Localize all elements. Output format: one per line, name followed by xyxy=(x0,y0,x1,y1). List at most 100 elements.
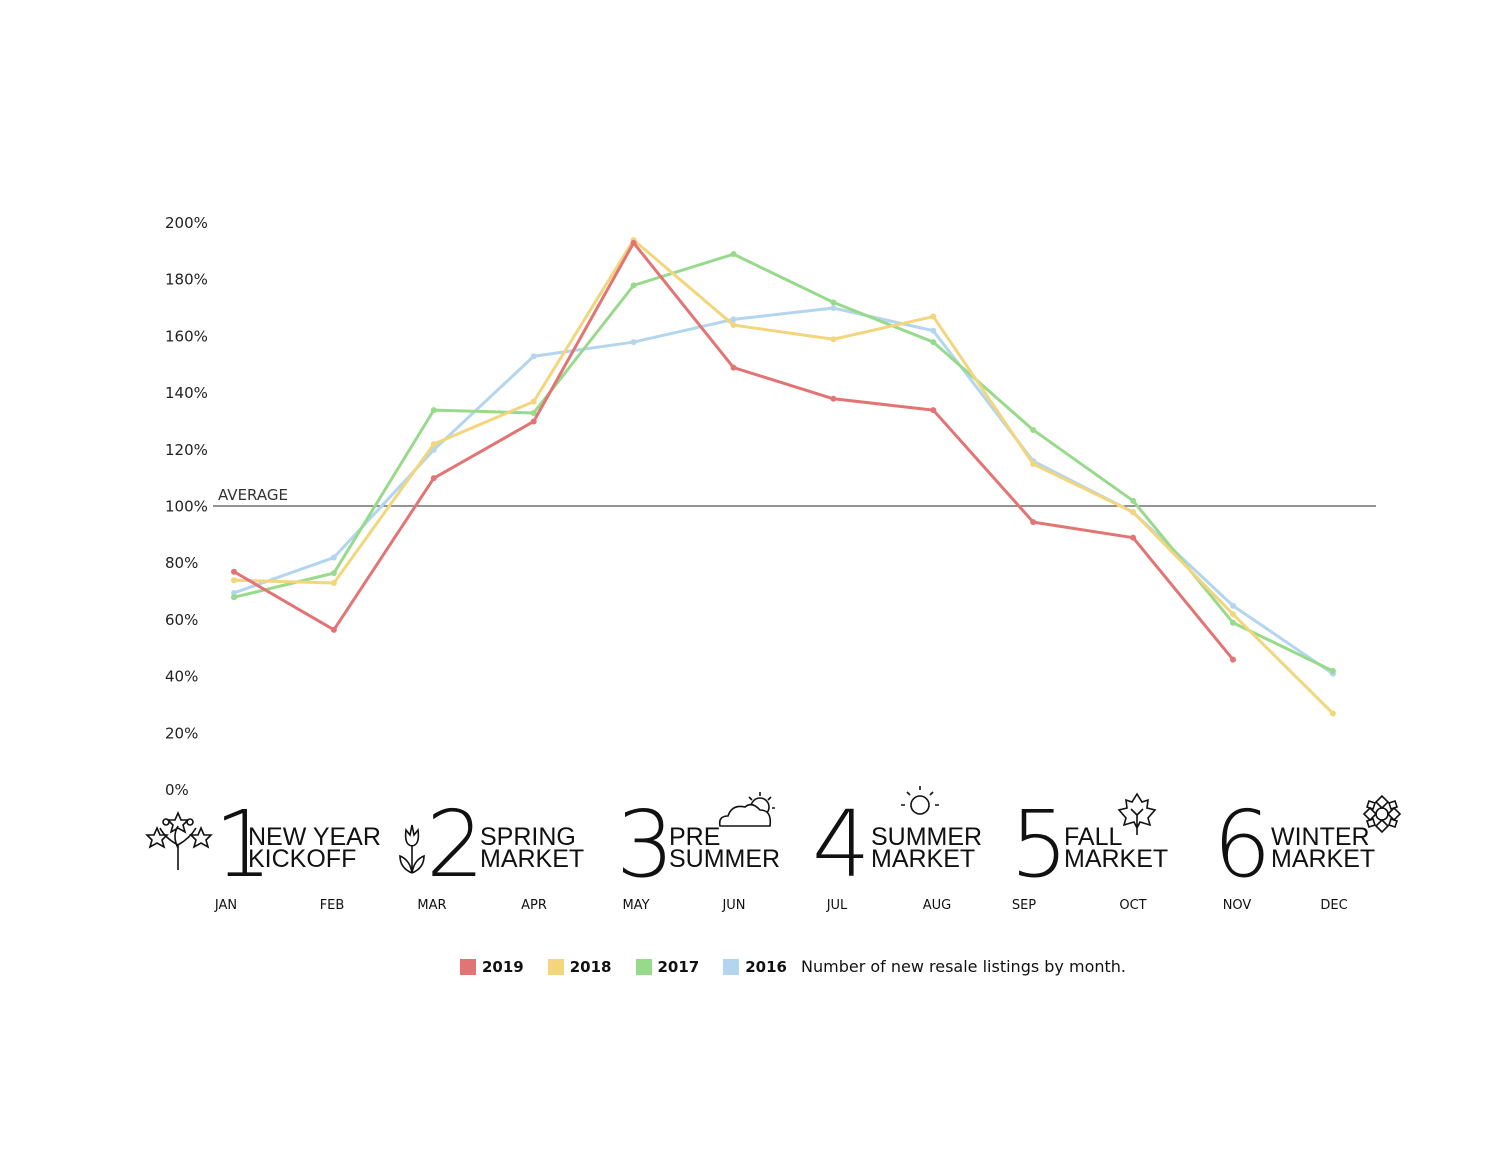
legend-item-2017: 2017 xyxy=(635,957,700,976)
data-point-2016 xyxy=(330,554,337,561)
data-point-2018 xyxy=(830,336,837,343)
y-tick-label: 60% xyxy=(165,611,198,629)
data-point-2019 xyxy=(1230,656,1236,663)
season-label-line1: SPRING xyxy=(480,823,576,851)
legend-label: 2017 xyxy=(657,957,700,976)
data-point-2018 xyxy=(1030,460,1037,467)
x-tick-label: MAY xyxy=(622,898,649,913)
season-number: 1 xyxy=(214,791,273,898)
legend-swatch xyxy=(723,958,740,975)
data-point-2018 xyxy=(530,398,537,405)
fireworks-icon xyxy=(145,810,213,870)
tulip-icon xyxy=(399,824,425,874)
y-tick-label: 40% xyxy=(165,668,198,686)
series-2019 xyxy=(231,239,1236,663)
data-point-2016 xyxy=(630,339,637,346)
legend-item-2016: 2016 xyxy=(723,958,787,976)
legend-label: 2018 xyxy=(569,957,612,976)
data-point-2017 xyxy=(1329,667,1336,674)
season-label-line2: MARKET xyxy=(480,845,584,873)
data-point-2019 xyxy=(430,475,437,482)
data-point-2017 xyxy=(630,282,637,289)
series-2017 xyxy=(231,251,1336,674)
season-label-line2: MARKET xyxy=(1271,845,1375,873)
x-tick-label: JUN xyxy=(721,898,745,913)
x-tick-label: OCT xyxy=(1119,898,1146,913)
season-number: 2 xyxy=(426,791,485,898)
data-point-2017 xyxy=(1230,619,1236,626)
data-point-2017 xyxy=(1130,497,1137,504)
data-point-2016 xyxy=(830,305,837,312)
sun-icon xyxy=(901,786,939,815)
data-point-2019 xyxy=(1130,534,1137,541)
series-line-2019 xyxy=(233,241,1235,661)
data-point-2018 xyxy=(730,322,737,329)
data-point-2016 xyxy=(1230,602,1236,609)
x-tick-label: JAN xyxy=(214,898,237,913)
x-tick-label: APR xyxy=(521,898,547,913)
legend-label: 2016 xyxy=(745,957,787,976)
data-point-2018 xyxy=(930,313,937,320)
data-point-2019 xyxy=(730,364,737,371)
data-point-2017 xyxy=(530,409,537,416)
data-point-2016 xyxy=(930,327,937,334)
y-tick-label: 100% xyxy=(165,498,208,516)
data-point-2018 xyxy=(330,580,337,587)
data-point-2018 xyxy=(1230,611,1236,618)
legend-swatch xyxy=(460,958,476,975)
data-point-2019 xyxy=(630,239,637,246)
y-tick-label: 180% xyxy=(165,271,208,289)
season-label-line1: PRE xyxy=(669,823,720,851)
legend-swatch xyxy=(635,958,652,975)
maple-leaf-icon xyxy=(1117,792,1157,835)
y-tick-label: 160% xyxy=(165,327,208,345)
series-2016 xyxy=(231,305,1336,677)
data-point-2019 xyxy=(830,395,837,402)
x-tick-label: SEP xyxy=(1012,898,1036,913)
data-point-2017 xyxy=(1030,426,1037,433)
data-point-2017 xyxy=(830,299,837,306)
data-point-2019 xyxy=(530,418,537,425)
data-point-2017 xyxy=(430,407,437,414)
x-tick-label: MAR xyxy=(417,898,446,913)
season-number: 4 xyxy=(812,791,871,898)
sun-cloud-icon xyxy=(718,792,775,827)
series-line-2017 xyxy=(233,252,1334,673)
legend: 2019 2018 2017 2016 Number of new resale… xyxy=(460,957,1126,976)
data-point-2018 xyxy=(231,577,237,584)
season-label-line1: WINTER xyxy=(1271,823,1370,851)
x-tick-label: JUL xyxy=(826,898,848,913)
series-2018 xyxy=(231,237,1336,717)
average-label: AVERAGE xyxy=(218,486,288,504)
legend-item-2018: 2018 xyxy=(547,957,612,976)
data-point-2017 xyxy=(330,570,337,577)
data-point-2018 xyxy=(1130,509,1137,516)
season-number: 6 xyxy=(1213,791,1272,898)
data-point-2018 xyxy=(430,441,437,448)
data-point-2018 xyxy=(1329,710,1336,717)
y-tick-label: 140% xyxy=(165,384,208,402)
season-label-line2: MARKET xyxy=(871,845,975,873)
data-point-2019 xyxy=(231,568,237,575)
x-tick-label: AUG xyxy=(923,898,951,913)
season-label-line2: KICKOFF xyxy=(248,845,356,873)
y-tick-label: 0% xyxy=(165,781,189,799)
x-tick-label: FEB xyxy=(320,898,345,913)
season-label-line1: FALL xyxy=(1064,823,1122,851)
season-label-line1: NEW YEAR xyxy=(248,823,381,851)
chart-caption: Number of new resale listings by month. xyxy=(801,957,1126,976)
data-point-2016 xyxy=(231,589,237,596)
legend-label: 2019 xyxy=(482,957,524,976)
season-number: 3 xyxy=(616,791,675,898)
y-tick-label: 20% xyxy=(165,724,198,742)
data-point-2017 xyxy=(231,594,237,601)
season-label-line2: MARKET xyxy=(1064,845,1168,873)
y-tick-label: 120% xyxy=(165,441,208,459)
